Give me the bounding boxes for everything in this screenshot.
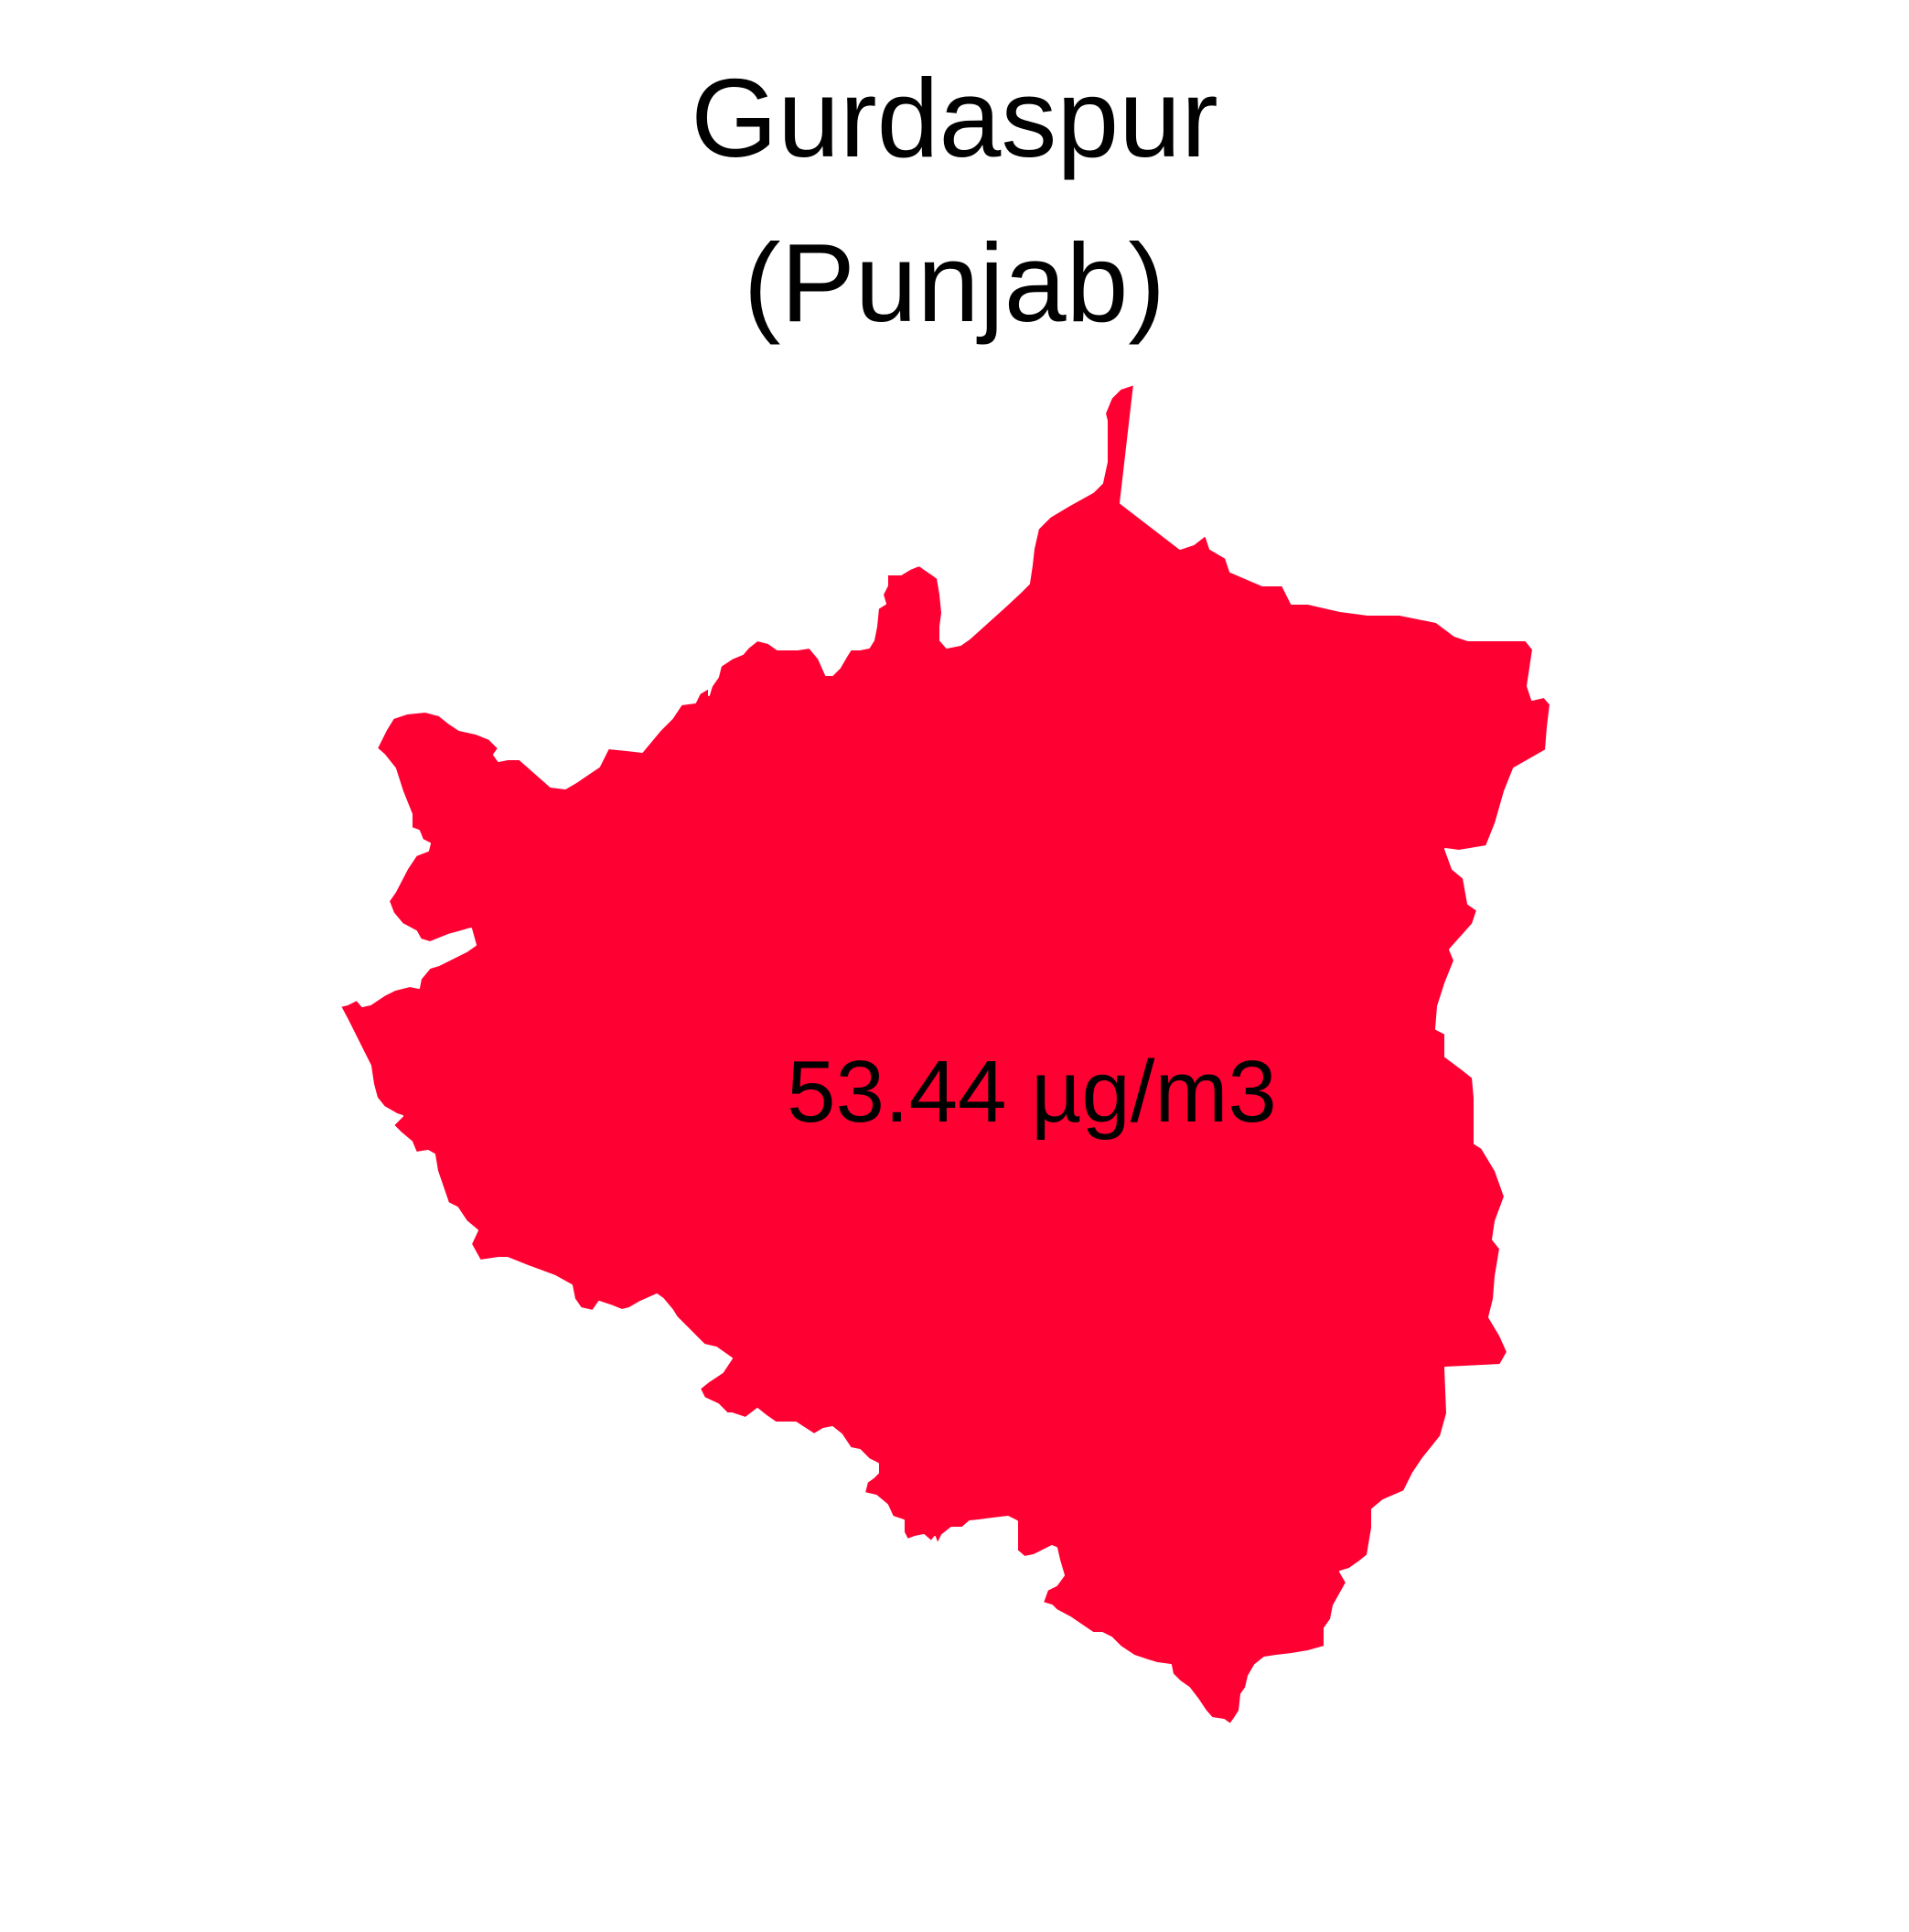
pollution-value-label: 53.44 µg/m3 [787,1043,1277,1141]
map-title-district: Gurdaspur [691,56,1218,180]
map-title-state: (Punjab) [743,220,1166,345]
district-shape-gurdaspur [339,383,1551,1725]
